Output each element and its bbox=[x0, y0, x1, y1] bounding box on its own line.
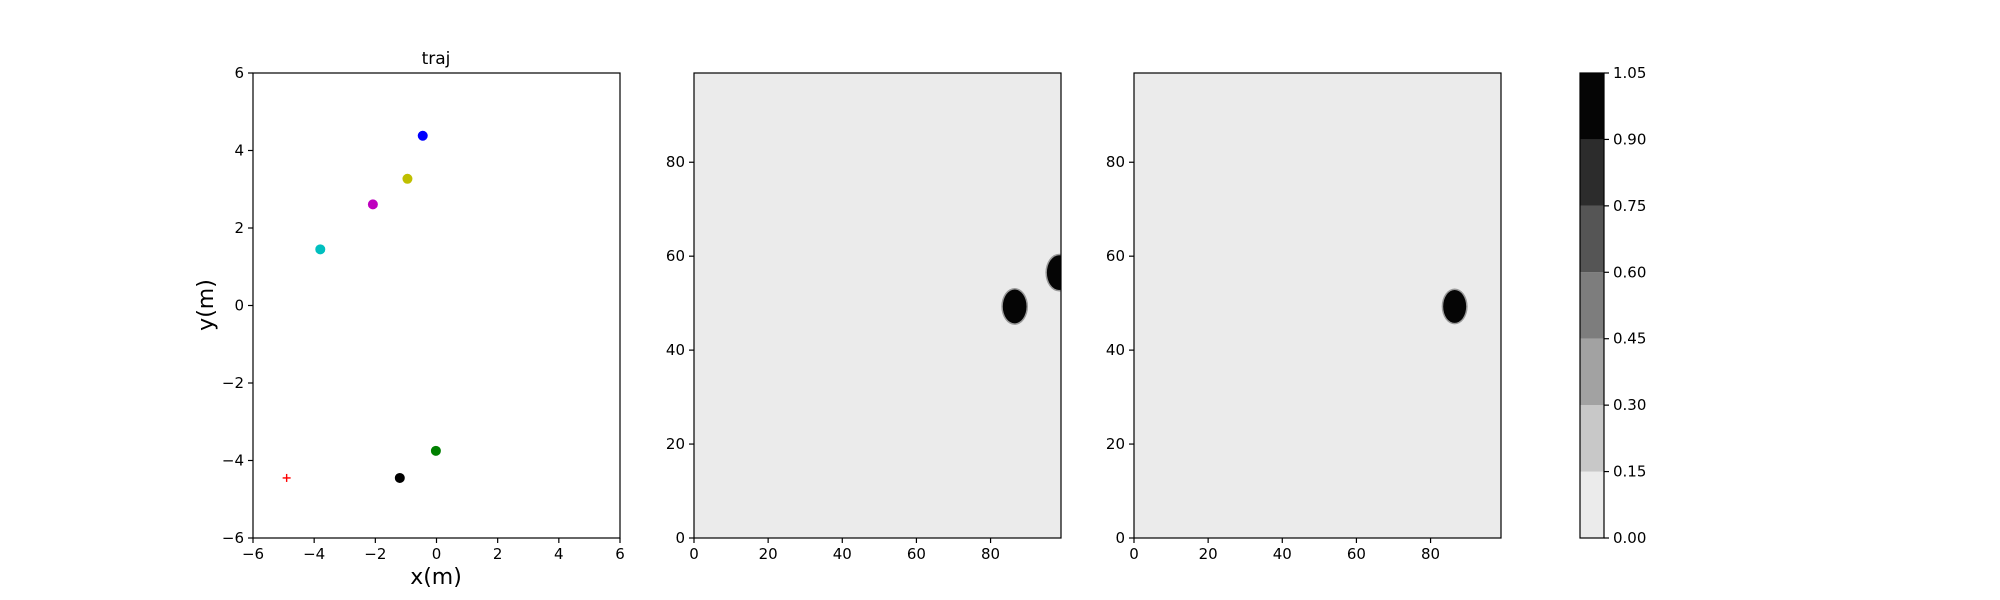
occupancy-blob bbox=[1045, 253, 1061, 292]
colorbar-tick-label: 0.30 bbox=[1613, 396, 1646, 414]
y-tick-label: −2 bbox=[222, 374, 244, 392]
colorbar-tick-label: 0.75 bbox=[1613, 197, 1646, 215]
y-tick-label: 40 bbox=[666, 341, 685, 359]
scatter-point bbox=[367, 199, 378, 210]
map-1-plot-frame bbox=[693, 72, 1062, 539]
map-panel-2: 0 20 40 60 80 0 20 40 60 80 bbox=[1106, 72, 1502, 563]
colorbar-ticks: 0.00 0.15 0.30 0.45 0.60 0.75 0.90 1.05 bbox=[1604, 64, 1646, 547]
map-2-background bbox=[1134, 73, 1501, 538]
y-tick-label: 60 bbox=[666, 247, 685, 265]
scatter-point bbox=[315, 244, 326, 255]
map-2-y-axis: 0 20 40 60 80 bbox=[1106, 153, 1134, 547]
y-tick-label: 20 bbox=[666, 435, 685, 453]
x-tick-label: 20 bbox=[1199, 545, 1218, 563]
y-tick-label: 80 bbox=[1106, 153, 1125, 171]
scatter-point bbox=[282, 473, 291, 482]
y-tick-label: 0 bbox=[675, 529, 685, 547]
x-tick-label: 0 bbox=[689, 545, 699, 563]
y-tick-label: 2 bbox=[234, 219, 244, 237]
map-1-y-axis: 0 20 40 60 80 bbox=[666, 153, 694, 547]
colorbar-level bbox=[1580, 73, 1604, 140]
traj-panel: traj −6 −4 −2 0 2 4 6 −6 −4 −2 0 2 4 6 x(m) y(m) bbox=[194, 49, 625, 590]
traj-points bbox=[282, 130, 441, 483]
colorbar-tick-label: 0.60 bbox=[1613, 263, 1646, 281]
x-tick-label: 40 bbox=[833, 545, 852, 563]
traj-title: traj bbox=[422, 49, 451, 69]
scatter-point bbox=[430, 445, 441, 456]
scatter-point bbox=[394, 472, 405, 483]
y-tick-label: 0 bbox=[1115, 529, 1125, 547]
traj-y-axis-label: y(m) bbox=[194, 279, 219, 331]
y-tick-label: 80 bbox=[666, 153, 685, 171]
x-tick-label: 0 bbox=[432, 545, 442, 563]
colorbar-tick-label: 0.15 bbox=[1613, 463, 1646, 481]
colorbar-tick-label: 1.05 bbox=[1613, 64, 1646, 82]
x-tick-label: 2 bbox=[493, 545, 503, 563]
y-tick-label: −4 bbox=[222, 452, 244, 470]
x-tick-label: 20 bbox=[759, 545, 778, 563]
x-tick-label: 60 bbox=[907, 545, 926, 563]
traj-x-axis: −6 −4 −2 0 2 4 6 bbox=[242, 538, 625, 563]
x-tick-label: 40 bbox=[1273, 545, 1292, 563]
colorbar-frame bbox=[1579, 72, 1605, 539]
traj-x-axis-label: x(m) bbox=[410, 565, 462, 590]
colorbar-tick-label: 0.90 bbox=[1613, 130, 1646, 148]
colorbar-level bbox=[1580, 471, 1604, 538]
x-tick-label: 60 bbox=[1347, 545, 1366, 563]
map-1-x-axis: 0 20 40 60 80 bbox=[689, 538, 1000, 563]
colorbar-level bbox=[1580, 338, 1604, 406]
colorbar-level bbox=[1580, 139, 1604, 206]
colorbar-level bbox=[1580, 272, 1604, 339]
y-tick-label: 0 bbox=[234, 297, 244, 315]
x-tick-label: −4 bbox=[303, 545, 325, 563]
y-tick-label: 60 bbox=[1106, 247, 1125, 265]
map-1-blobs bbox=[1001, 253, 1061, 325]
scatter-point bbox=[417, 130, 428, 141]
map-1-background bbox=[694, 73, 1061, 538]
colorbar-tick-label: 0.00 bbox=[1613, 529, 1646, 547]
map-2-x-axis: 0 20 40 60 80 bbox=[1129, 538, 1440, 563]
y-tick-label: 40 bbox=[1106, 341, 1125, 359]
colorbar-levels bbox=[1580, 73, 1604, 538]
colorbar-tick-label: 0.45 bbox=[1613, 330, 1646, 348]
x-tick-label: 80 bbox=[1421, 545, 1440, 563]
x-tick-label: −2 bbox=[364, 545, 386, 563]
y-tick-label: 4 bbox=[234, 142, 244, 160]
x-tick-label: 80 bbox=[981, 545, 1000, 563]
colorbar: 0.00 0.15 0.30 0.45 0.60 0.75 0.90 1.05 bbox=[1579, 64, 1646, 547]
x-tick-label: 0 bbox=[1129, 545, 1139, 563]
colorbar-level bbox=[1580, 205, 1604, 273]
x-tick-label: 6 bbox=[615, 545, 625, 563]
y-tick-label: 20 bbox=[1106, 435, 1125, 453]
map-2-plot-frame bbox=[1133, 72, 1502, 539]
map-panel-1: 0 20 40 60 80 0 20 40 60 80 bbox=[666, 72, 1062, 563]
y-tick-label: −6 bbox=[222, 529, 244, 547]
occupancy-blob bbox=[1441, 288, 1468, 325]
y-tick-label: 6 bbox=[234, 64, 244, 82]
occupancy-blob bbox=[1001, 288, 1029, 325]
map-2-blobs bbox=[1441, 288, 1468, 325]
scatter-point bbox=[402, 173, 413, 184]
traj-plot-frame bbox=[252, 72, 621, 539]
x-tick-label: 4 bbox=[554, 545, 564, 563]
traj-y-axis: −6 −4 −2 0 2 4 6 bbox=[222, 64, 253, 547]
colorbar-level bbox=[1580, 405, 1604, 472]
x-tick-label: −6 bbox=[242, 545, 264, 563]
